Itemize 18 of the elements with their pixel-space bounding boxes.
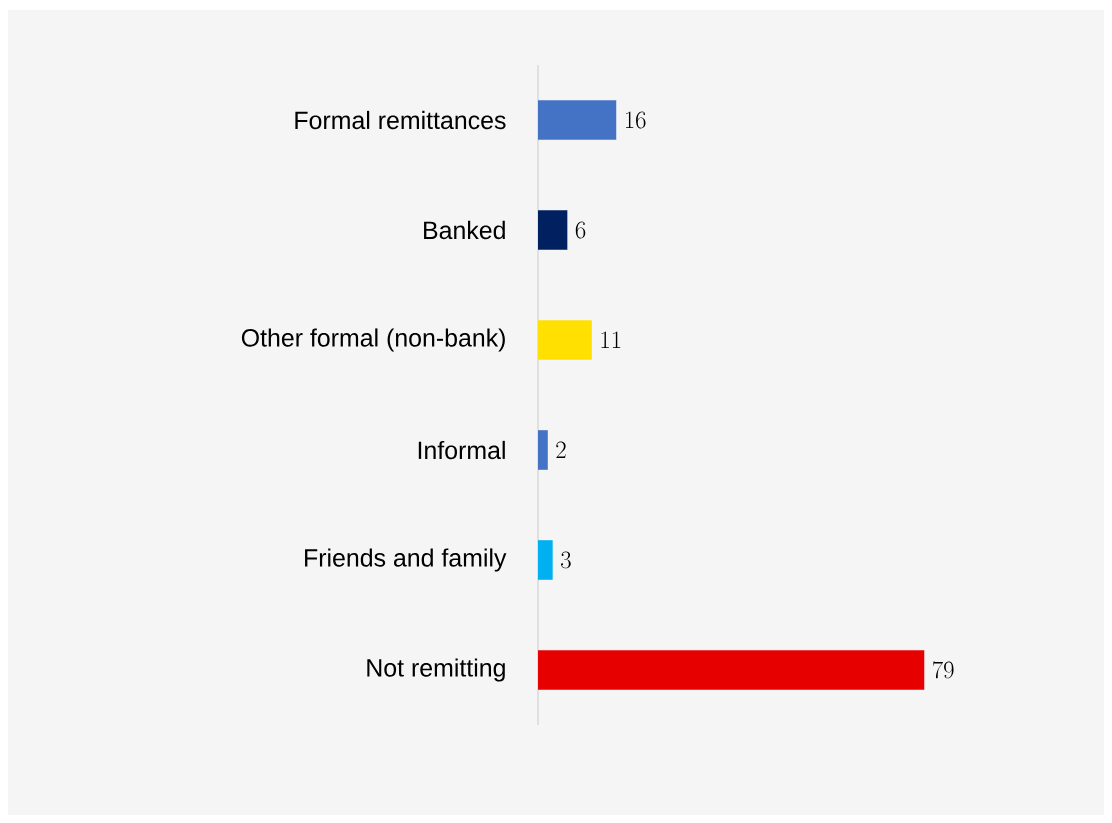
data-label: 79 — [932, 661, 954, 679]
y-tick-label: Not remitting — [367, 658, 505, 682]
bar — [538, 540, 553, 580]
data-label: 16 — [625, 111, 646, 129]
y-tick-label: Other formal (non-bank) — [241, 328, 505, 352]
bar — [538, 210, 568, 250]
y-tick-label: Banked — [424, 220, 505, 240]
data-label: 2 — [556, 441, 566, 458]
bar — [538, 430, 548, 470]
y-tick-label: Friends and family — [305, 548, 507, 572]
y-tick-label: Informal — [418, 440, 505, 460]
data-label: 3 — [561, 551, 571, 569]
bar — [538, 320, 592, 360]
bar — [538, 650, 925, 690]
data-label: 11 — [601, 331, 621, 348]
y-tick-label: Formal remittances — [295, 110, 506, 130]
data-label: 6 — [575, 221, 586, 239]
bar — [538, 100, 617, 140]
